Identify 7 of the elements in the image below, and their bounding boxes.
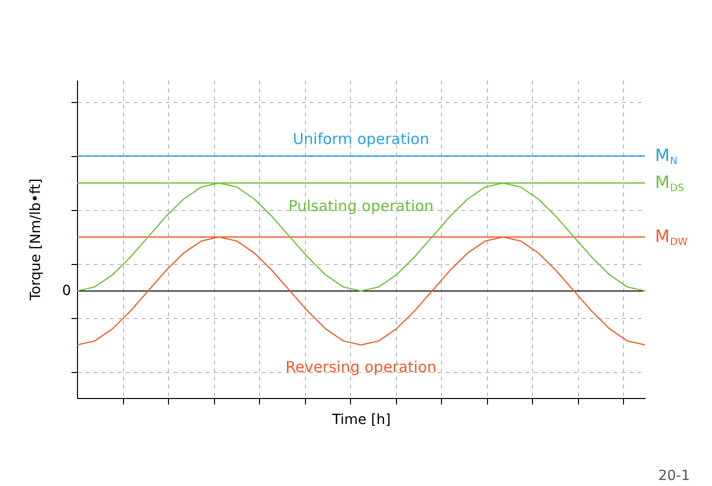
series-label: Reversing operation [285,358,437,376]
series-label: Pulsating operation [288,196,434,215]
y-axis-title: Torque [Nm/lb•ft] [28,178,44,302]
x-axis-title: Time [h] [331,412,391,428]
ref-line-label: 0 [62,282,71,299]
text: 20-1 [658,468,690,484]
annotation: Uniform operation [292,130,430,148]
